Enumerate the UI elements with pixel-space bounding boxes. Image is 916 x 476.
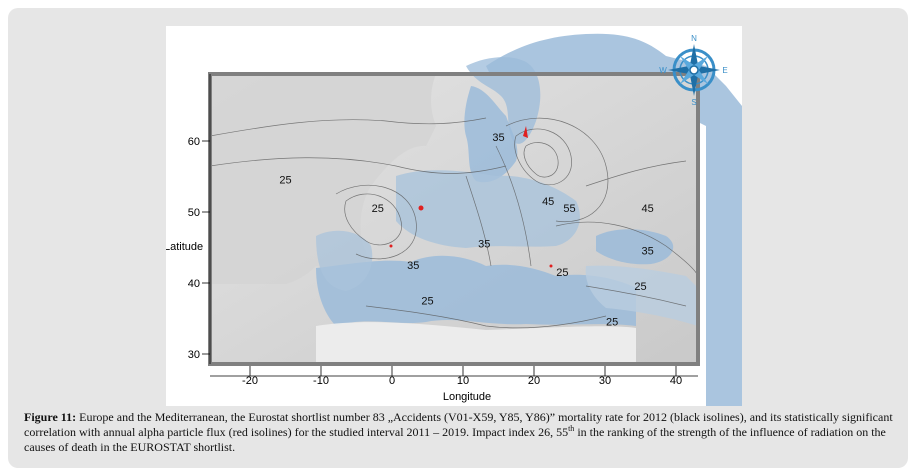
x-tick-label: -20 [242,375,258,387]
compass-w-label: W [659,66,667,75]
isoline-label: 35 [478,239,490,251]
land-scandinavia [466,57,541,144]
red-isoline-marker [418,205,424,211]
y-tick-label: 60 [188,136,200,148]
land-iberia [316,230,373,291]
caption-text-end: in the ranking of the strength of the in… [24,425,886,454]
red-isoline-marker [549,264,553,268]
isoline-label: 35 [641,246,653,258]
x-axis-ticks: -20 -10 0 10 20 30 40 [242,366,682,387]
y-tick-label: 50 [188,207,200,219]
caption-label: Figure 11: [24,410,77,424]
x-axis-label: Longitude [443,391,491,403]
isoline-label: 25 [556,267,568,279]
land-anatolia [585,265,698,326]
map-canvas: N E W S -20 -10 0 10 20 30 40 30 40 50 60 25 25 35 4… [166,26,742,406]
sea-black [596,229,674,265]
x-tick-label: -10 [313,375,329,387]
map-figure: N E W S -20 -10 0 10 20 30 40 30 40 50 60 25 25 35 4… [166,26,742,406]
isoline-labels: 25 25 35 45 55 45 35 35 25 35 25 25 25 [279,132,653,329]
land-central-europe [396,170,580,248]
isoline-label: 25 [634,281,646,293]
caption-superscript: th [568,424,575,433]
red-isoline-marker [389,244,393,248]
compass-n-label: N [691,34,697,43]
black-isolines [209,117,699,329]
x-tick-label: 10 [457,375,469,387]
y-axis-label: Latitude [166,241,203,253]
isoline-label: 45 [641,203,653,215]
isoline-label: 35 [407,260,419,272]
y-tick-label: 30 [188,349,200,361]
compass-s-label: S [691,98,696,107]
x-tick-label: 30 [599,375,611,387]
isoline-label: 45 [542,196,554,208]
compass-e-label: E [722,66,727,75]
isoline-label: 25 [421,295,433,307]
isoline-label: 25 [279,175,291,187]
sea-baltic [464,86,518,183]
x-tick-label: 20 [528,375,540,387]
figure-caption: Figure 11: Europe and the Mediterranean,… [24,410,894,455]
x-tick-label: 40 [670,375,682,387]
sea-mediterranean [316,255,636,326]
x-tick-label: 0 [389,375,395,387]
y-tick-label: 40 [188,278,200,290]
y-axis-ticks: 30 40 50 60 [188,136,210,361]
red-isoline-marker [523,126,528,138]
land-africa [316,322,636,364]
isoline-label: 25 [606,317,618,329]
red-isolines [389,126,553,268]
caption-text: Europe and the Mediterranean, the Eurost… [24,410,893,439]
isoline-label: 25 [372,203,384,215]
isoline-label: 35 [492,132,504,144]
compass-rose-icon: N E W S [659,34,727,107]
isoline-label: 55 [563,203,575,215]
